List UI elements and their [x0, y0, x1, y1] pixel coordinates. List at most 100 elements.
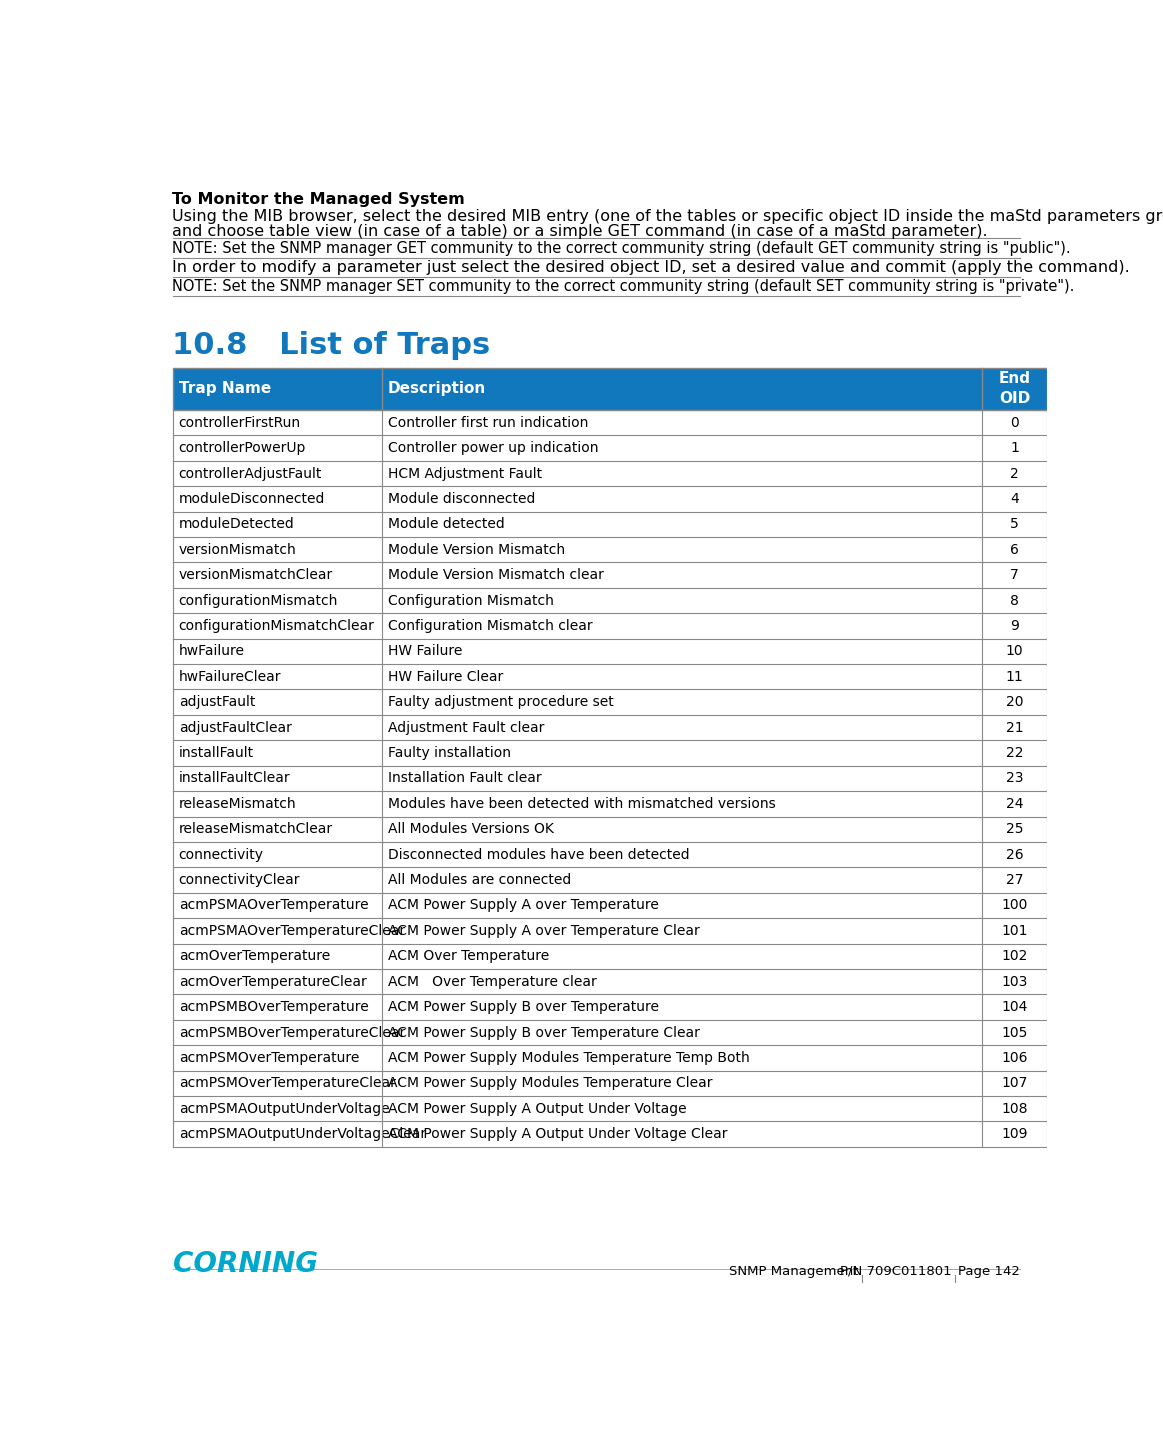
- Text: acmPSMOverTemperatureClear: acmPSMOverTemperatureClear: [179, 1077, 395, 1090]
- Text: Module detected: Module detected: [388, 517, 505, 532]
- Text: ACM Power Supply A over Temperature: ACM Power Supply A over Temperature: [388, 898, 658, 912]
- Bar: [172, 741, 1047, 766]
- Text: 5: 5: [1011, 517, 1019, 532]
- Text: ACM Power Supply A Output Under Voltage: ACM Power Supply A Output Under Voltage: [388, 1101, 686, 1116]
- Bar: [172, 969, 1047, 994]
- Text: 108: 108: [1001, 1101, 1028, 1116]
- Text: adjustFault: adjustFault: [179, 695, 255, 709]
- Text: moduleDetected: moduleDetected: [179, 517, 294, 532]
- Text: 107: 107: [1001, 1077, 1028, 1090]
- Text: controllerAdjustFault: controllerAdjustFault: [179, 466, 322, 481]
- Text: 24: 24: [1006, 796, 1023, 811]
- Text: 106: 106: [1001, 1051, 1028, 1065]
- Text: acmPSMAOutputUnderVoltage: acmPSMAOutputUnderVoltage: [179, 1101, 390, 1116]
- Text: ACM Power Supply B over Temperature: ACM Power Supply B over Temperature: [388, 1000, 659, 1014]
- Text: Module Version Mismatch: Module Version Mismatch: [388, 543, 565, 556]
- Text: ACM Power Supply Modules Temperature Temp Both: ACM Power Supply Modules Temperature Tem…: [388, 1051, 750, 1065]
- Text: Configuration Mismatch: Configuration Mismatch: [388, 594, 554, 607]
- Text: 20: 20: [1006, 695, 1023, 709]
- Text: CORNING: CORNING: [172, 1250, 317, 1277]
- Text: 105: 105: [1001, 1026, 1028, 1039]
- Text: acmPSMOverTemperature: acmPSMOverTemperature: [179, 1051, 359, 1065]
- Text: acmPSMAOverTemperatureClear: acmPSMAOverTemperatureClear: [179, 924, 405, 937]
- Text: 9: 9: [1011, 619, 1019, 634]
- Text: 2: 2: [1011, 466, 1019, 481]
- Bar: [172, 943, 1047, 969]
- Text: 1: 1: [1011, 442, 1019, 455]
- Text: Faulty installation: Faulty installation: [388, 745, 511, 760]
- Bar: [172, 690, 1047, 715]
- Bar: [172, 892, 1047, 918]
- Bar: [172, 867, 1047, 892]
- Bar: [172, 511, 1047, 538]
- Text: 10.8   List of Traps: 10.8 List of Traps: [172, 331, 491, 360]
- Bar: [172, 461, 1047, 487]
- Bar: [172, 715, 1047, 741]
- Text: 7: 7: [1011, 568, 1019, 583]
- Text: ACM Over Temperature: ACM Over Temperature: [388, 949, 549, 963]
- Text: releaseMismatch: releaseMismatch: [179, 796, 297, 811]
- Text: acmPSMBOverTemperatureClear: acmPSMBOverTemperatureClear: [179, 1026, 405, 1039]
- Text: controllerFirstRun: controllerFirstRun: [179, 416, 301, 430]
- Text: ACM   Over Temperature clear: ACM Over Temperature clear: [388, 975, 597, 988]
- Text: configurationMismatch: configurationMismatch: [179, 594, 338, 607]
- Bar: [172, 436, 1047, 461]
- Text: acmPSMAOutputUnderVoltageClear: acmPSMAOutputUnderVoltageClear: [179, 1128, 426, 1141]
- Text: releaseMismatchClear: releaseMismatchClear: [179, 822, 333, 837]
- Text: Configuration Mismatch clear: Configuration Mismatch clear: [388, 619, 593, 634]
- Text: ACM Power Supply A over Temperature Clear: ACM Power Supply A over Temperature Clea…: [388, 924, 700, 937]
- Bar: [172, 1020, 1047, 1045]
- Text: 103: 103: [1001, 975, 1028, 988]
- Text: HW Failure Clear: HW Failure Clear: [388, 670, 504, 684]
- Text: Module Version Mismatch clear: Module Version Mismatch clear: [388, 568, 604, 583]
- Text: ACM Power Supply B over Temperature Clear: ACM Power Supply B over Temperature Clea…: [388, 1026, 700, 1039]
- Text: NOTE: Set the SNMP manager GET community to the correct community string (defaul: NOTE: Set the SNMP manager GET community…: [172, 241, 1071, 256]
- Text: versionMismatchClear: versionMismatchClear: [179, 568, 333, 583]
- Text: Modules have been detected with mismatched versions: Modules have been detected with mismatch…: [388, 796, 776, 811]
- Bar: [172, 841, 1047, 867]
- Text: 0: 0: [1011, 416, 1019, 430]
- Text: acmOverTemperature: acmOverTemperature: [179, 949, 330, 963]
- Text: 23: 23: [1006, 772, 1023, 786]
- Text: Description: Description: [388, 381, 486, 397]
- Text: acmOverTemperatureClear: acmOverTemperatureClear: [179, 975, 366, 988]
- Text: and choose table view (in case of a table) or a simple GET command (in case of a: and choose table view (in case of a tabl…: [172, 224, 989, 240]
- Text: 27: 27: [1006, 873, 1023, 888]
- Bar: [172, 639, 1047, 664]
- Text: 25: 25: [1006, 822, 1023, 837]
- Text: connectivity: connectivity: [179, 847, 264, 862]
- Bar: [172, 562, 1047, 588]
- Text: acmPSMAOverTemperature: acmPSMAOverTemperature: [179, 898, 369, 912]
- Bar: [172, 410, 1047, 436]
- Bar: [172, 1071, 1047, 1096]
- Text: controllerPowerUp: controllerPowerUp: [179, 442, 306, 455]
- Text: Installation Fault clear: Installation Fault clear: [388, 772, 542, 786]
- Text: 8: 8: [1011, 594, 1019, 607]
- Text: Controller first run indication: Controller first run indication: [388, 416, 588, 430]
- Bar: [172, 1122, 1047, 1146]
- Bar: [172, 538, 1047, 562]
- Text: hwFailureClear: hwFailureClear: [179, 670, 281, 684]
- Bar: [172, 994, 1047, 1020]
- Text: installFault: installFault: [179, 745, 254, 760]
- Bar: [172, 487, 1047, 511]
- Text: End
OID: End OID: [999, 372, 1030, 407]
- Text: 11: 11: [1006, 670, 1023, 684]
- Text: configurationMismatchClear: configurationMismatchClear: [179, 619, 374, 634]
- Text: 6: 6: [1011, 543, 1019, 556]
- Text: 109: 109: [1001, 1128, 1028, 1141]
- Text: 26: 26: [1006, 847, 1023, 862]
- Text: versionMismatch: versionMismatch: [179, 543, 297, 556]
- Text: installFaultClear: installFaultClear: [179, 772, 291, 786]
- Text: connectivityClear: connectivityClear: [179, 873, 300, 888]
- Text: 22: 22: [1006, 745, 1023, 760]
- Bar: [172, 368, 1047, 410]
- Text: NOTE: Set the SNMP manager SET community to the correct community string (defaul: NOTE: Set the SNMP manager SET community…: [172, 279, 1075, 294]
- Text: 100: 100: [1001, 898, 1028, 912]
- Text: ACM Power Supply A Output Under Voltage Clear: ACM Power Supply A Output Under Voltage …: [388, 1128, 727, 1141]
- Text: P/N 709C011801: P/N 709C011801: [840, 1264, 951, 1277]
- Text: All Modules Versions OK: All Modules Versions OK: [388, 822, 554, 837]
- Text: Page 142: Page 142: [957, 1264, 1020, 1277]
- Text: To Monitor the Managed System: To Monitor the Managed System: [172, 192, 465, 208]
- Text: SNMP Management: SNMP Management: [729, 1264, 858, 1277]
